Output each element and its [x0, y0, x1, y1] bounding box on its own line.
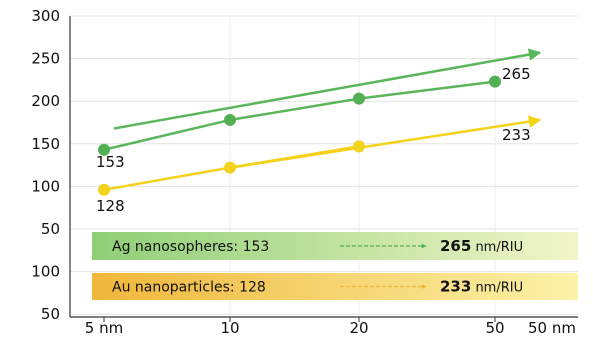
y-tick-label: 50	[41, 220, 60, 238]
ag-data-point	[98, 143, 110, 156]
x-tick-label: 20	[349, 319, 368, 337]
legend-band-unit: nm/RIU	[471, 240, 523, 255]
legend-band-result: 265 nm/RIU	[440, 237, 523, 255]
tick-labels: 300 250 200 150 100 50 100 50 5 nm 10 20 50 50 nm	[31, 7, 576, 337]
legend-band-to-value: 265	[440, 237, 471, 255]
legend-band-label: Ag nanosopheres:	[112, 239, 243, 255]
ag-series-line	[103, 80, 496, 151]
au-start-label: 128	[96, 197, 125, 215]
x-tick-label: 10	[220, 319, 239, 337]
grid-lines	[70, 15, 578, 317]
au-data-point	[98, 183, 110, 196]
legend-band-text: Ag nanosopheres: 153	[112, 239, 269, 255]
ag-end-label: 265	[502, 65, 531, 83]
y-tick-label: 250	[31, 50, 60, 68]
x-tick-label: 50 nm	[528, 319, 576, 337]
au-end-label: 233	[502, 126, 531, 144]
legend-bands: Ag nanosopheres: 153 265 nm/RIU Au nanopar…	[92, 232, 578, 300]
y-tick-label: 100	[31, 177, 60, 195]
legend-band-to-value: 233	[440, 278, 471, 296]
legend-band-unit: nm/RIU	[471, 281, 523, 296]
legend-band-label: Au nanoparticles:	[112, 280, 239, 296]
au-data-point	[353, 140, 365, 153]
au-data-point	[224, 161, 236, 174]
legend-band-result: 233 nm/RIU	[440, 278, 523, 296]
ag-trend-arrow	[113, 48, 542, 130]
y-tick-label: 300	[31, 7, 60, 25]
legend-band-text: Au nanoparticles: 128	[112, 280, 266, 296]
y-tick-label: 100	[31, 263, 60, 281]
ag-data-point	[224, 113, 236, 126]
x-tick-label: 5 nm	[85, 319, 123, 337]
legend-band-from-value: 153	[243, 239, 270, 255]
ag-start-label: 153	[96, 153, 125, 171]
y-tick-label: 200	[31, 92, 60, 110]
y-tick-label: 150	[31, 135, 60, 153]
ag-data-point	[353, 92, 365, 105]
series-layer: 153 265 128 233	[96, 48, 542, 215]
legend-band-from-value: 128	[239, 280, 266, 296]
axes	[69, 16, 578, 322]
ag-data-point	[489, 75, 501, 88]
legend-band-box	[92, 273, 578, 300]
legend-band-box	[92, 232, 578, 260]
x-tick-label: 50	[485, 319, 504, 337]
y-tick-label: 50	[41, 305, 60, 323]
